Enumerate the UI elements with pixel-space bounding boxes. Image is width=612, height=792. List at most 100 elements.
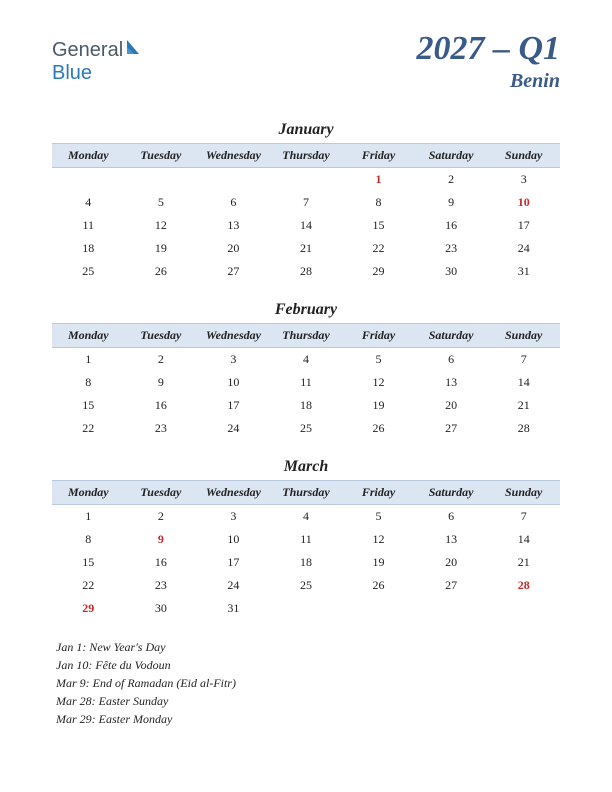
- month-name: January: [52, 121, 560, 139]
- day-header: Friday: [342, 324, 415, 348]
- holiday-entry: Mar 9: End of Ramadan (Eid al-Fitr): [56, 674, 560, 692]
- calendar-cell: [342, 597, 415, 620]
- calendar-cell: 25: [52, 260, 125, 283]
- day-header: Thursday: [270, 324, 343, 348]
- calendar-cell: 26: [342, 574, 415, 597]
- calendar-cell: 17: [487, 214, 560, 237]
- calendar-cell: 10: [487, 191, 560, 214]
- calendar-cell: 11: [270, 371, 343, 394]
- day-header: Sunday: [487, 324, 560, 348]
- calendar-cell: 15: [52, 551, 125, 574]
- calendar-cell: 27: [197, 260, 270, 283]
- calendar-cell: 4: [52, 191, 125, 214]
- calendar-cell: [415, 597, 488, 620]
- day-header: Wednesday: [197, 324, 270, 348]
- calendar-cell: 4: [270, 348, 343, 372]
- title-sub: Benin: [416, 70, 560, 93]
- calendar-cell: 14: [487, 528, 560, 551]
- calendar-cell: 2: [125, 348, 198, 372]
- calendar-cell: 30: [125, 597, 198, 620]
- calendar-cell: 31: [197, 597, 270, 620]
- day-header: Monday: [52, 324, 125, 348]
- calendar-cell: 17: [197, 394, 270, 417]
- calendar-cell: 25: [270, 417, 343, 440]
- holiday-entry: Mar 29: Easter Monday: [56, 710, 560, 728]
- logo-text-general: General: [52, 39, 123, 61]
- logo-sail-icon: [125, 38, 143, 62]
- calendar-cell: 13: [415, 528, 488, 551]
- calendar-cell: 13: [197, 214, 270, 237]
- day-header: Wednesday: [197, 481, 270, 505]
- calendar-cell: [270, 597, 343, 620]
- month-block: March MondayTuesdayWednesdayThursdayFrida…: [52, 458, 560, 620]
- calendar-row: 22232425262728: [52, 574, 560, 597]
- calendar-cell: 29: [52, 597, 125, 620]
- calendar-cell: 27: [415, 574, 488, 597]
- day-header: Saturday: [415, 144, 488, 168]
- title-block: 2027 – Q1 Benin: [416, 30, 560, 93]
- calendar-cell: [52, 168, 125, 192]
- logo: GeneralBlue: [52, 38, 143, 85]
- calendar-cell: 7: [487, 505, 560, 529]
- day-header: Saturday: [415, 324, 488, 348]
- calendar-cell: 1: [52, 505, 125, 529]
- calendar-table: MondayTuesdayWednesdayThursdayFridaySatu…: [52, 480, 560, 620]
- calendar-cell: 27: [415, 417, 488, 440]
- month-name: March: [52, 458, 560, 476]
- calendar-cell: 8: [342, 191, 415, 214]
- day-header: Saturday: [415, 481, 488, 505]
- calendar-row: 1234567: [52, 348, 560, 372]
- day-header: Thursday: [270, 144, 343, 168]
- calendar-row: 45678910: [52, 191, 560, 214]
- calendar-row: 11121314151617: [52, 214, 560, 237]
- calendar-row: 1234567: [52, 505, 560, 529]
- day-header: Thursday: [270, 481, 343, 505]
- calendar-cell: 12: [125, 214, 198, 237]
- month-block: JanuaryMondayTuesdayWednesdayThursdayFri…: [52, 121, 560, 283]
- calendar-cell: 19: [342, 394, 415, 417]
- calendar-row: 25262728293031: [52, 260, 560, 283]
- calendar-cell: 25: [270, 574, 343, 597]
- calendar-cell: 9: [125, 528, 198, 551]
- calendar-cell: 18: [270, 551, 343, 574]
- calendar-cell: 16: [415, 214, 488, 237]
- calendar-cell: 10: [197, 371, 270, 394]
- calendar-cell: 17: [197, 551, 270, 574]
- calendar-cell: 4: [270, 505, 343, 529]
- day-header: Sunday: [487, 481, 560, 505]
- holiday-entry: Jan 1: New Year's Day: [56, 638, 560, 656]
- calendar-cell: 23: [125, 574, 198, 597]
- day-header: Friday: [342, 144, 415, 168]
- calendar-cell: 15: [342, 214, 415, 237]
- title-main: 2027 – Q1: [416, 30, 560, 68]
- calendar-cell: 14: [487, 371, 560, 394]
- months-container: JanuaryMondayTuesdayWednesdayThursdayFri…: [52, 121, 560, 620]
- calendar-cell: 5: [342, 348, 415, 372]
- calendar-cell: 9: [415, 191, 488, 214]
- calendar-cell: [270, 168, 343, 192]
- day-header: Tuesday: [125, 144, 198, 168]
- calendar-cell: 22: [52, 574, 125, 597]
- calendar-cell: 24: [197, 417, 270, 440]
- calendar-cell: 13: [415, 371, 488, 394]
- calendar-cell: 10: [197, 528, 270, 551]
- calendar-cell: 21: [270, 237, 343, 260]
- calendar-cell: 11: [52, 214, 125, 237]
- day-header: Tuesday: [125, 324, 198, 348]
- calendar-cell: 29: [342, 260, 415, 283]
- day-header: Friday: [342, 481, 415, 505]
- calendar-row: 15161718192021: [52, 551, 560, 574]
- day-header: Wednesday: [197, 144, 270, 168]
- calendar-cell: 2: [125, 505, 198, 529]
- calendar-table: MondayTuesdayWednesdayThursdayFridaySatu…: [52, 323, 560, 440]
- calendar-cell: 7: [487, 348, 560, 372]
- calendar-cell: 21: [487, 551, 560, 574]
- calendar-cell: 20: [415, 394, 488, 417]
- calendar-cell: 11: [270, 528, 343, 551]
- header: GeneralBlue 2027 – Q1 Benin: [52, 30, 560, 93]
- calendar-cell: 22: [342, 237, 415, 260]
- calendar-cell: 2: [415, 168, 488, 192]
- calendar-cell: 12: [342, 371, 415, 394]
- calendar-cell: 31: [487, 260, 560, 283]
- calendar-cell: 28: [487, 417, 560, 440]
